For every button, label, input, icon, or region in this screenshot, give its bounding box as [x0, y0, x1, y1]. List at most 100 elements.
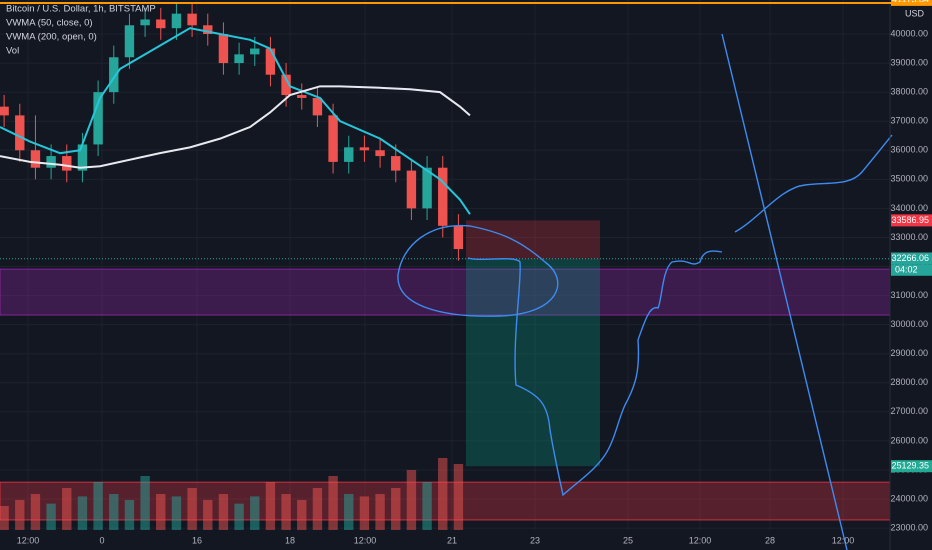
- price-label-bg: [891, 252, 932, 265]
- ma-line: [0, 85, 471, 169]
- candle-body: [46, 156, 56, 168]
- y-tick-label: 23000.00: [890, 522, 928, 532]
- volume-bar: [422, 482, 432, 530]
- y-tick-label: 26000.00: [890, 435, 928, 445]
- y-tick-label: 31000.00: [890, 290, 928, 300]
- y-tick-label: 24000.00: [890, 493, 928, 503]
- volume-bar: [391, 488, 401, 530]
- candle-body: [30, 150, 41, 168]
- volume-bar: [124, 500, 135, 530]
- y-tick-label: 38000.00: [890, 87, 928, 97]
- volume-bar: [250, 496, 260, 530]
- legend: Bitcoin / U.S. Dollar, 1h, BITSTAMP VWMA…: [6, 4, 156, 57]
- candle-body: [391, 156, 401, 171]
- volume-bar: [30, 494, 41, 530]
- price-label: 33586.95: [891, 215, 929, 225]
- candle-body: [265, 48, 276, 75]
- price-label: 25129.35: [891, 461, 929, 471]
- volume-bar: [62, 488, 72, 530]
- candle-body: [187, 13, 197, 26]
- y-tick-label: 37000.00: [890, 116, 928, 126]
- candle-body: [62, 156, 72, 171]
- x-tick-label: 28: [765, 535, 775, 545]
- candle-body: [422, 167, 432, 209]
- y-tick-label: 39000.00: [890, 57, 928, 67]
- volume-bar: [77, 496, 88, 530]
- volume-bar: [328, 476, 338, 530]
- x-tick-label: 12:00: [689, 535, 712, 545]
- y-tick-label: 35000.00: [890, 174, 928, 184]
- candle-body: [93, 92, 103, 145]
- candle-body: [15, 115, 25, 151]
- volume-bar: [0, 506, 9, 530]
- candle-body: [77, 144, 88, 171]
- volume-bar: [109, 494, 119, 530]
- candle-body: [406, 170, 417, 209]
- candle-body: [453, 225, 464, 250]
- candle-body: [375, 150, 385, 157]
- candle-body: [344, 147, 354, 162]
- x-tick-label: 12:00: [17, 535, 40, 545]
- x-tick-label: 25: [623, 535, 633, 545]
- y-tick-label: 27000.00: [890, 406, 928, 416]
- candle-body: [328, 115, 338, 162]
- volume-bar: [453, 464, 464, 530]
- trend-line: [721, 33, 848, 550]
- x-tick-label: 12:00: [832, 535, 855, 545]
- volume-bar: [234, 503, 244, 530]
- candle-body: [0, 106, 9, 116]
- y-tick-label: 33000.00: [890, 232, 928, 242]
- path-drawing: [467, 250, 723, 497]
- ma-line: [0, 27, 471, 215]
- x-tick-label: 12:00: [354, 535, 377, 545]
- volume-bar: [140, 476, 150, 530]
- candle-body: [156, 19, 166, 29]
- volume-bar: [375, 494, 385, 530]
- legend-entry: VWMA (200, open, 0): [6, 32, 97, 43]
- x-tick-label: 23: [530, 535, 540, 545]
- candle-body: [281, 74, 291, 96]
- volume-bar: [15, 500, 25, 530]
- candle-body: [438, 167, 448, 226]
- volume-bar: [93, 482, 103, 530]
- price-label-bg: [891, 460, 932, 473]
- chart-title: Bitcoin / U.S. Dollar, 1h, BITSTAMP: [6, 4, 156, 15]
- volume-bar: [265, 482, 276, 530]
- path-drawing: [734, 134, 893, 233]
- volume-bar: [312, 488, 323, 530]
- y-tick-label: 29000.00: [890, 348, 928, 358]
- y-tick-label: 28000.00: [890, 377, 928, 387]
- volume-bar: [171, 496, 182, 530]
- legend-entry: VWMA (50, close, 0): [6, 18, 93, 29]
- circle-drawing: [397, 224, 559, 317]
- volume-bar: [281, 494, 291, 530]
- candle-body: [218, 34, 229, 64]
- x-tick-label: 16: [192, 535, 202, 545]
- x-tick-label: 0: [100, 535, 105, 545]
- candle-body: [203, 25, 213, 35]
- volume-bar: [406, 470, 417, 530]
- volume-bar: [218, 494, 229, 530]
- volume-bar: [359, 496, 370, 530]
- volume-bar: [344, 494, 354, 530]
- zone: [0, 268, 891, 316]
- countdown: 04:02: [895, 265, 918, 275]
- candle-body: [171, 13, 182, 29]
- volume-bar: [187, 488, 197, 530]
- volume-bar: [438, 458, 448, 530]
- candle-body: [109, 57, 119, 93]
- volume-bar: [46, 503, 56, 530]
- drawings: [397, 33, 893, 550]
- target-area: [466, 258, 600, 467]
- candle-body: [297, 95, 307, 98]
- countdown-bg: [891, 264, 932, 276]
- volume-bar: [156, 494, 166, 530]
- y-tick-label: 40000.00: [890, 28, 928, 38]
- x-tick-label: 18: [285, 535, 295, 545]
- volume-bar: [203, 500, 213, 530]
- candle-body: [359, 147, 370, 151]
- candle-body: [250, 48, 260, 55]
- y-tick-label: 30000.00: [890, 319, 928, 329]
- candle-body: [234, 54, 244, 64]
